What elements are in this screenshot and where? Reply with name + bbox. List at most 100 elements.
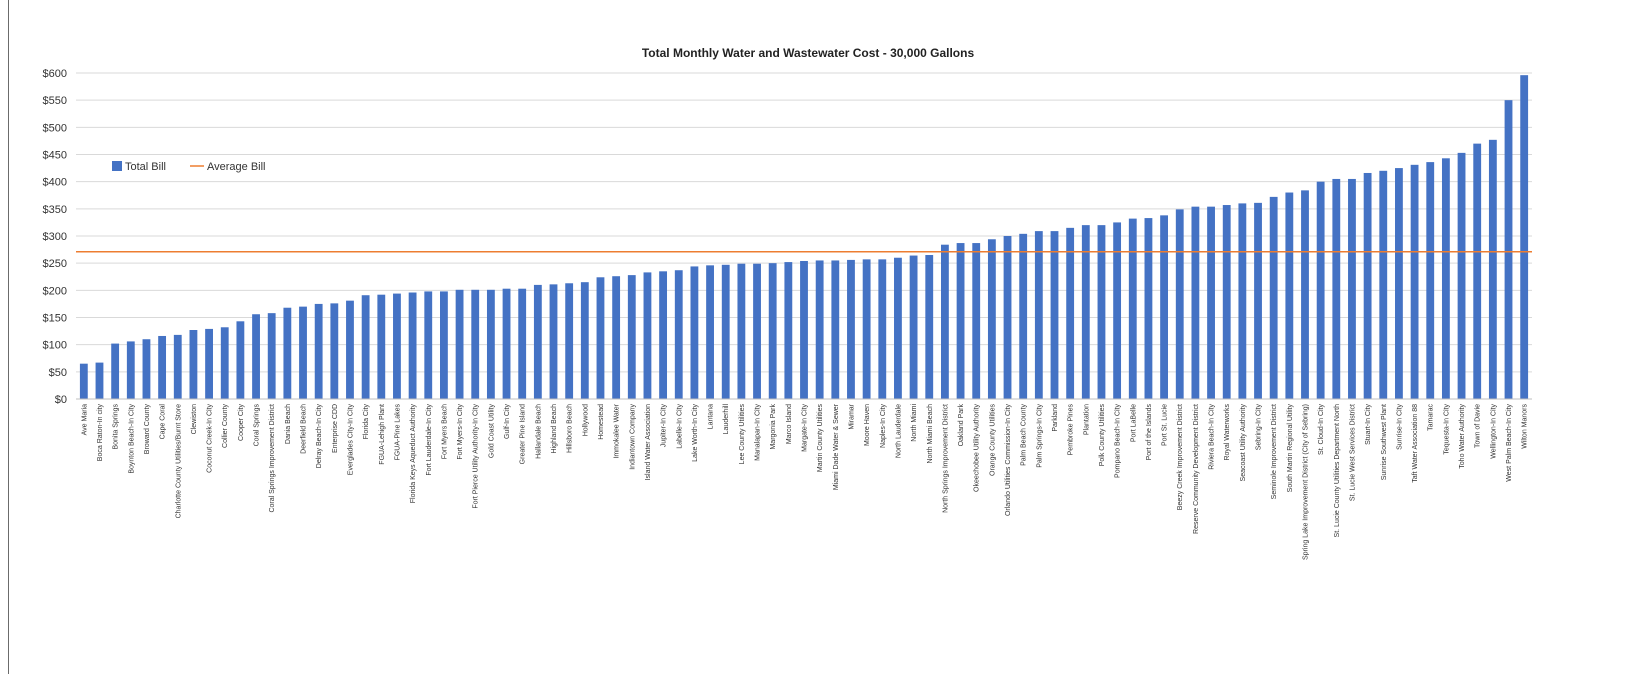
bar xyxy=(1254,202,1262,399)
x-tick-label: Hollywood xyxy=(582,404,589,436)
x-tick-label: Pompano Beach-In City xyxy=(1115,404,1122,478)
bar xyxy=(1457,152,1466,399)
x-tick-label: Sunrise Southwest Plant xyxy=(1381,404,1388,480)
bar xyxy=(737,263,746,399)
bar xyxy=(831,260,840,399)
x-tick-label: Spring Lake Improvement District (City o… xyxy=(1302,404,1309,560)
x-tick-label: Margate-In City xyxy=(802,404,809,452)
x-tick-label: Broward County xyxy=(144,404,151,455)
x-tick-label: Miramar xyxy=(848,403,855,429)
x-tick-label: Immokalee Water xyxy=(614,403,621,458)
bar xyxy=(596,277,605,399)
bar xyxy=(299,306,307,399)
x-tick-label: Town of Davie xyxy=(1475,404,1482,448)
x-tick-label: Moore Haven xyxy=(864,404,871,446)
bar xyxy=(940,244,949,399)
bar xyxy=(1097,225,1106,399)
bar xyxy=(424,291,433,399)
x-tick-label: North Lauderdale xyxy=(895,404,902,458)
x-tick-label: Palm Beach County xyxy=(1021,404,1028,466)
x-tick-label: Boca Raton-In city xyxy=(97,404,104,462)
x-tick-label: Florida City xyxy=(363,404,370,440)
x-tick-label: Parkland xyxy=(1052,404,1059,432)
x-tick-label: St. Cloud-In City xyxy=(1318,404,1325,455)
bar xyxy=(627,275,636,399)
x-tick-label: Florida Keys Aqueduct Authority xyxy=(410,404,417,504)
bar xyxy=(455,289,464,399)
bar xyxy=(1175,209,1184,399)
bar xyxy=(142,339,151,399)
x-tick-label: Marco Island xyxy=(786,404,793,444)
x-tick-label: Charlotte County Utilities/Burnt Store xyxy=(175,404,182,518)
y-tick-label: $50 xyxy=(49,367,67,379)
y-tick-label: $0 xyxy=(55,394,67,406)
x-tick-label: Delray Beach-In City xyxy=(316,404,323,469)
x-tick-label: Jupiter-In City xyxy=(661,404,668,448)
x-tick-label: Port St. Lucie xyxy=(1162,404,1169,446)
x-tick-label: Gold Coast Utility xyxy=(488,404,495,459)
x-tick-label: Cape Coral xyxy=(160,404,167,440)
bar xyxy=(1019,233,1028,399)
bar xyxy=(471,289,480,399)
bar xyxy=(721,264,730,399)
x-tick-label: South Martin Regional Utility xyxy=(1287,404,1294,493)
bar xyxy=(1285,192,1294,399)
legend: Total Bill Average Bill xyxy=(112,161,266,173)
x-tick-label: Orlando Utilities Commission-In City xyxy=(1005,404,1012,517)
x-tick-label: Ave Maria xyxy=(81,404,88,435)
x-tick-label: Port LaBelle xyxy=(1130,404,1137,442)
bar xyxy=(1113,222,1122,399)
y-tick-label: $150 xyxy=(43,313,67,325)
bar xyxy=(533,284,542,399)
bar xyxy=(894,257,902,399)
x-tick-label: Gulf-In City xyxy=(504,404,511,440)
bar xyxy=(1363,172,1372,399)
legend-total-bill-label: Total Bill xyxy=(125,161,166,173)
x-tick-label: Lee County Utilities xyxy=(739,404,746,465)
bar xyxy=(486,289,495,399)
y-tick-label: $550 xyxy=(43,95,67,107)
bar xyxy=(1348,178,1356,399)
bar xyxy=(1034,231,1043,399)
y-axis-ticks: $0 $50 $100 $150 $200 $250 $300 $350 $400 $450 $50… xyxy=(43,68,67,406)
bar xyxy=(1269,196,1278,399)
x-tick-label: Polk County Utilities xyxy=(1099,404,1106,467)
y-tick-label: $600 xyxy=(43,68,67,80)
bar xyxy=(800,260,808,399)
bar xyxy=(1003,236,1012,399)
bar xyxy=(79,363,88,399)
bar xyxy=(847,259,855,399)
bar xyxy=(815,260,824,399)
y-tick-label: $400 xyxy=(43,177,67,189)
x-tick-label: Hallandale Beach xyxy=(535,404,542,459)
bar xyxy=(111,343,120,399)
y-tick-label: $250 xyxy=(43,258,67,270)
x-tick-label: Fort Lauderdale-In City xyxy=(426,404,433,476)
bar xyxy=(1128,218,1137,399)
bar xyxy=(690,266,699,399)
bar xyxy=(580,282,589,399)
bar xyxy=(205,328,213,399)
y-tick-label: $300 xyxy=(43,231,67,243)
legend-total-bill-swatch xyxy=(112,161,122,171)
bar xyxy=(784,262,793,399)
x-tick-label: Collier County xyxy=(222,404,229,448)
x-tick-label: Fort Pierce Utility Authority-In City xyxy=(473,404,480,509)
x-tick-label: FGUA-Pine Lakes xyxy=(394,404,401,461)
bar xyxy=(1488,139,1497,399)
bar xyxy=(1222,205,1231,399)
x-tick-label: Lauderhill xyxy=(723,404,730,435)
bar xyxy=(612,276,621,399)
bar xyxy=(252,314,260,399)
bar xyxy=(1441,158,1450,399)
bar xyxy=(518,288,527,399)
bar xyxy=(1207,206,1215,399)
bar xyxy=(1238,203,1247,399)
y-tick-label: $350 xyxy=(43,204,67,216)
x-tick-label: North Miami xyxy=(911,404,918,442)
x-tick-label: Taft Water Association 88 xyxy=(1412,404,1419,483)
bar xyxy=(361,295,370,399)
x-tick-label: Fort Myers Beach xyxy=(441,404,448,459)
bar xyxy=(267,313,276,399)
bar xyxy=(283,307,292,399)
